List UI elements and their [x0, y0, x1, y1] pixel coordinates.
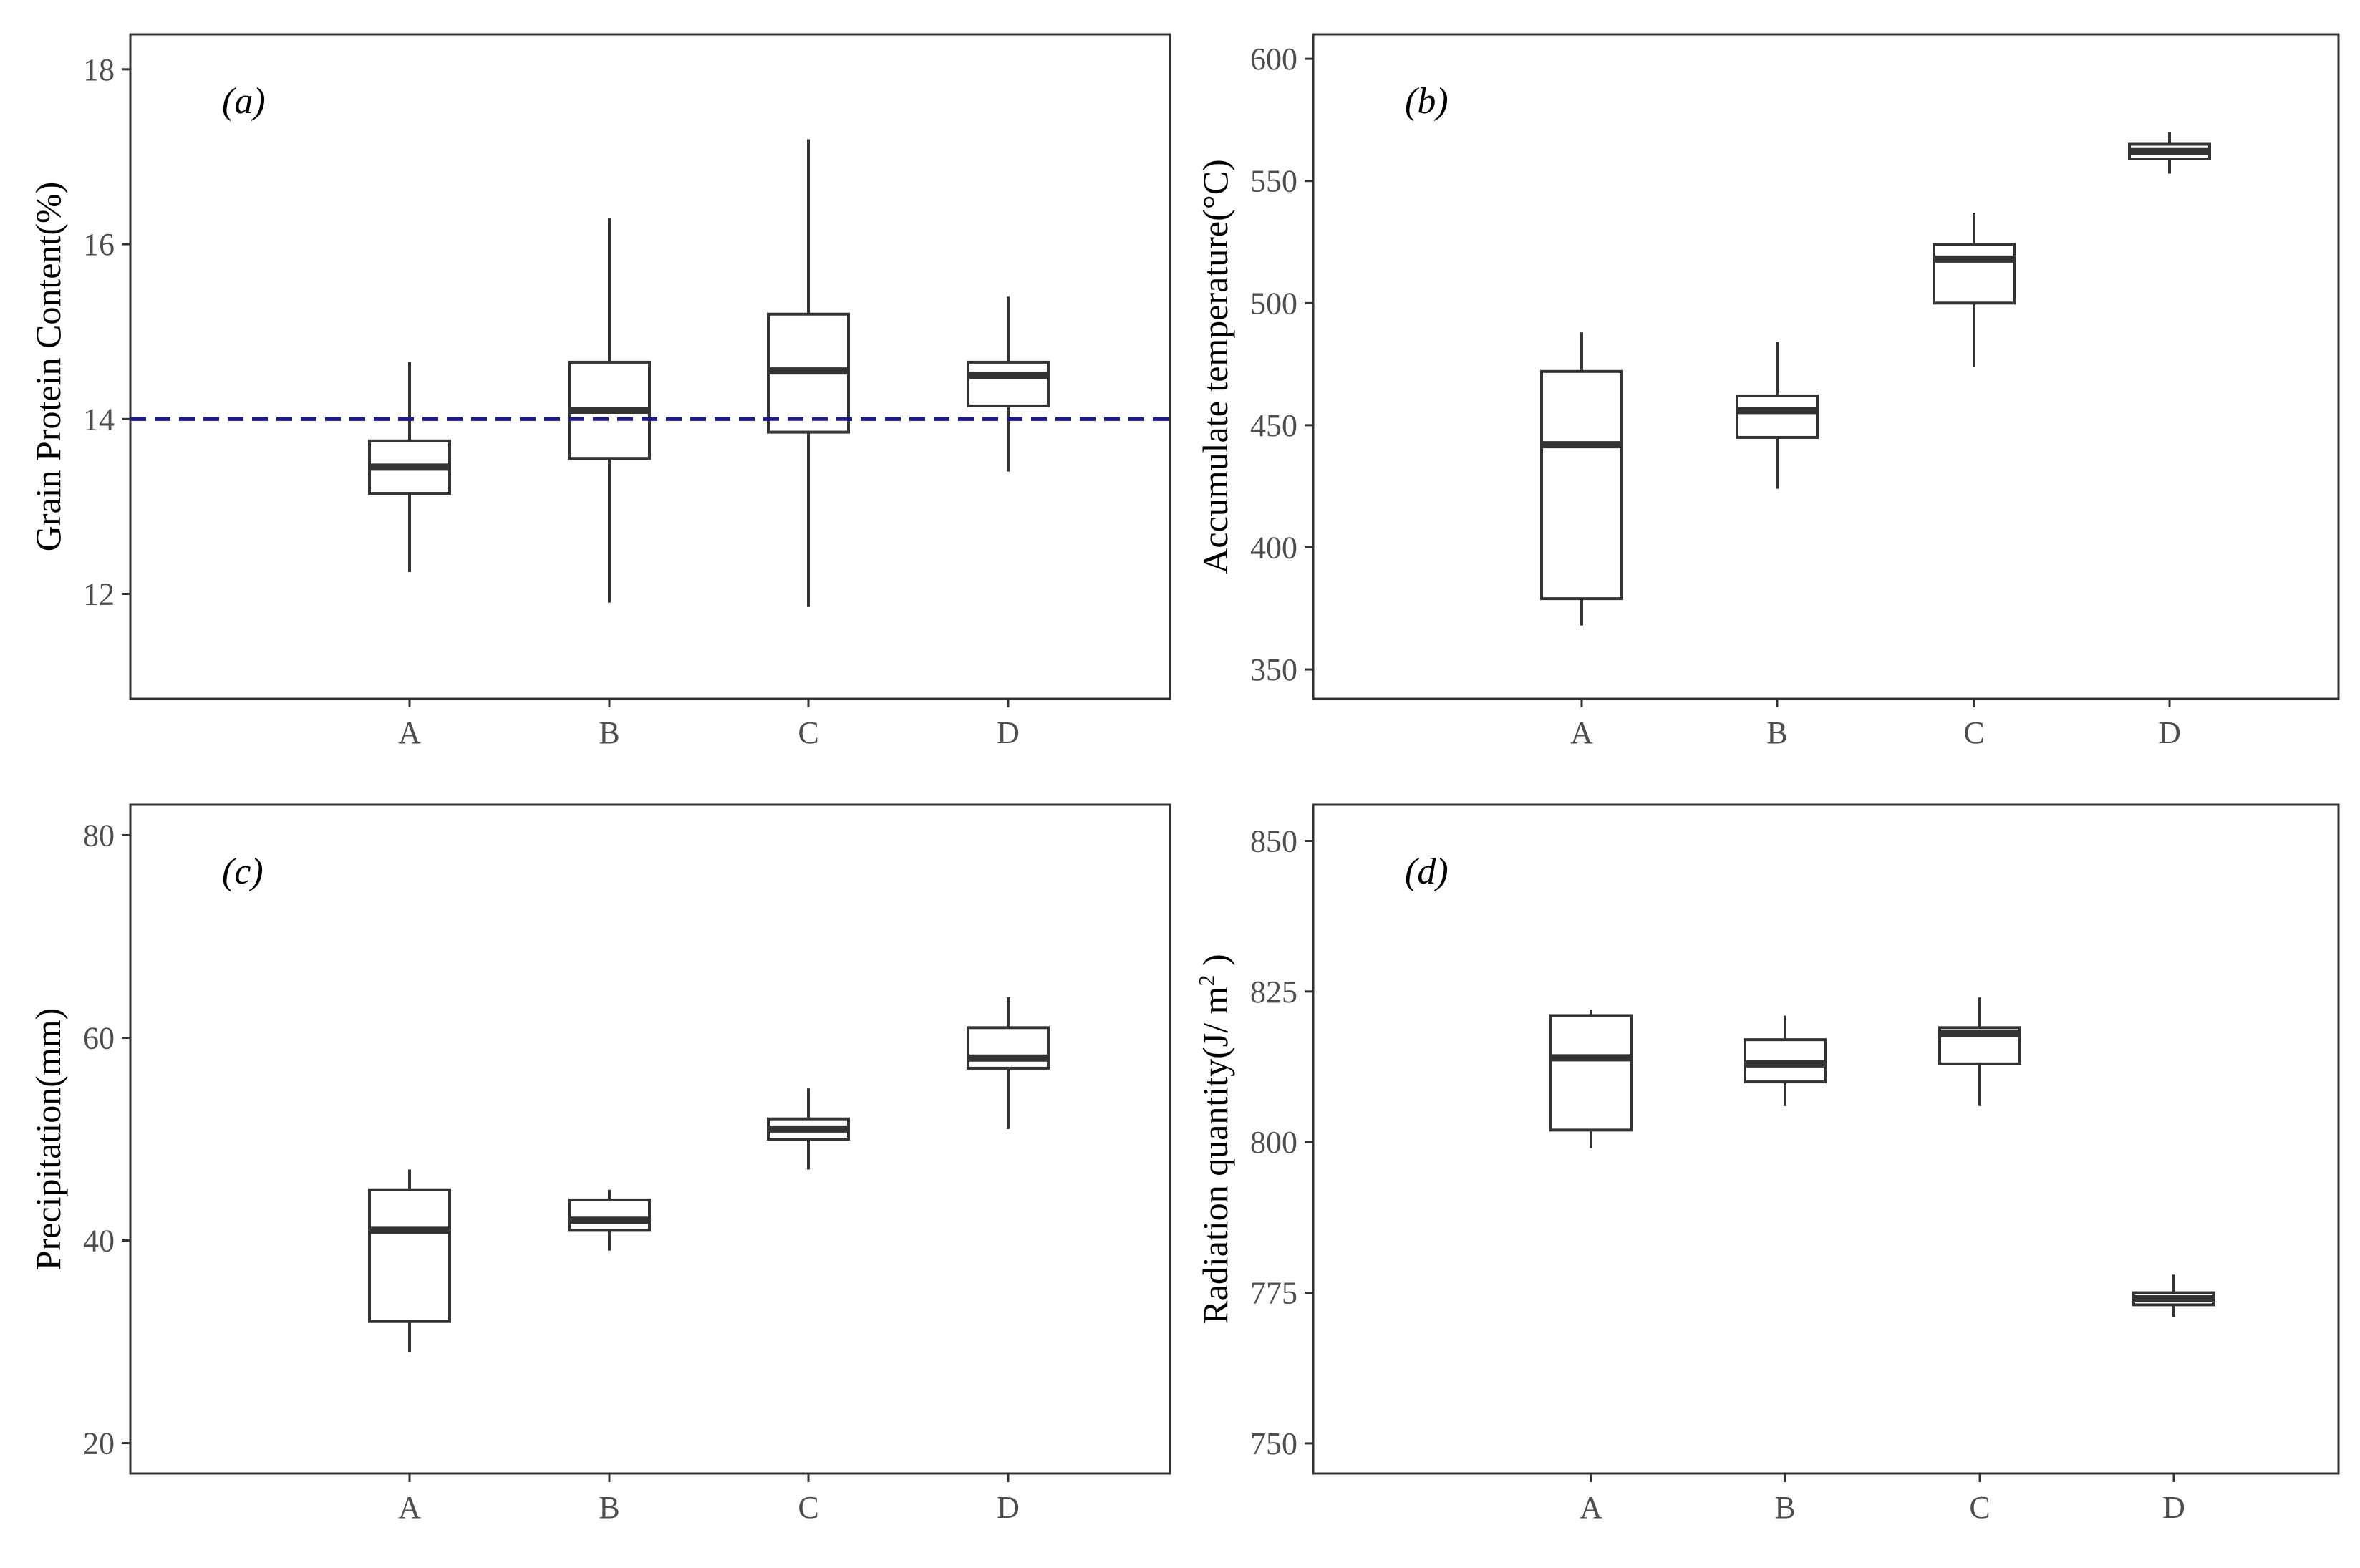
x-tick-label: A: [1580, 1490, 1602, 1525]
box-iqr: [1736, 394, 1819, 439]
y-tick-label: 40: [83, 1224, 115, 1259]
box-iqr: [967, 360, 1050, 407]
y-tick-label: 750: [1250, 1426, 1297, 1461]
box-iqr: [1933, 243, 2016, 305]
box-D: [2132, 1274, 2215, 1317]
box-D: [967, 296, 1050, 472]
x-tick-label: A: [398, 1490, 421, 1525]
panel-label: (d): [1405, 851, 1449, 892]
y-tick-label: 80: [83, 818, 115, 853]
y-tick-label: 12: [83, 576, 115, 611]
panel-b: 350 400 450 500 550 600 A B C D (b) Accumulate temp…: [1195, 33, 2340, 750]
box-C: [1933, 213, 2016, 367]
y-axis-title: Radiation quantity(J/ m2 ): [1194, 954, 1235, 1324]
box-B: [568, 1189, 651, 1251]
y-axis-title-text: Radiation quantity(J/ m: [1195, 986, 1235, 1324]
box-D: [967, 997, 1050, 1129]
x-tick-label: C: [1969, 1490, 1990, 1525]
y-axis-title: Precipitation(mm): [28, 1008, 68, 1271]
y-tick-label: 850: [1250, 823, 1297, 858]
x-tick-label: D: [2158, 715, 2181, 750]
y-tick-label: 16: [83, 227, 115, 262]
box-A: [1549, 1010, 1633, 1148]
y-tick-label: 550: [1250, 164, 1297, 199]
y-axis-title-suffix: ): [1195, 954, 1235, 974]
x-tick-label: A: [398, 715, 421, 750]
box-C: [1938, 997, 2021, 1106]
x-tick-label: B: [599, 715, 619, 750]
x-tick-label: C: [798, 1490, 818, 1525]
panel-label: (c): [222, 851, 263, 892]
box-iqr: [1540, 369, 1623, 601]
y-axis-title-text: Precipitation(mm): [28, 1008, 68, 1271]
y-tick-label: 775: [1250, 1276, 1297, 1311]
y-axis-title: Grain Protein Content(%): [28, 182, 68, 552]
y-tick-label: 825: [1250, 974, 1297, 1010]
y-tick-label: 800: [1250, 1125, 1297, 1160]
plot-frame: [1312, 33, 2340, 700]
y-tick-label: 400: [1250, 530, 1297, 565]
y-axis-title-text: Grain Protein Content(%): [28, 182, 68, 552]
x-tick-label: D: [2162, 1490, 2185, 1525]
y-tick-label: 500: [1250, 286, 1297, 321]
x-tick-label: B: [599, 1490, 619, 1525]
box-A: [1540, 332, 1623, 626]
box-B: [1744, 1015, 1827, 1106]
y-axis-title-superscript: 2: [1194, 974, 1219, 986]
x-tick-label: B: [1766, 715, 1787, 750]
panel-c: 20 40 60 80 A B C D (c) Precipitation(mm): [28, 803, 1171, 1525]
box-B: [1736, 342, 1819, 489]
y-tick-label: 350: [1250, 652, 1297, 687]
box-iqr: [368, 1188, 451, 1323]
y-axis-title: Accumulate temperature(°C): [1195, 159, 1235, 574]
box-iqr: [568, 1198, 651, 1232]
y-tick-label: 600: [1250, 42, 1297, 77]
x-tick-label: A: [1570, 715, 1593, 750]
box-A: [368, 362, 451, 572]
y-tick-label: 60: [83, 1020, 115, 1055]
x-tick-label: D: [997, 1490, 1020, 1525]
y-tick-label: 14: [83, 402, 115, 437]
y-tick-label: 20: [83, 1426, 115, 1461]
x-tick-label: D: [997, 715, 1020, 750]
box-A: [368, 1169, 451, 1352]
box-iqr: [1549, 1014, 1633, 1132]
panel-label: (a): [222, 81, 266, 122]
panel-label: (b): [1405, 81, 1449, 122]
x-tick-label: B: [1774, 1490, 1795, 1525]
panel-a: 12 14 16 18 A B C D (a) Grain Protein Content(%): [28, 33, 1171, 750]
plot-frame: [1312, 803, 2340, 1475]
y-tick-label: 450: [1250, 408, 1297, 443]
box-C: [767, 139, 850, 607]
box-C: [767, 1088, 850, 1170]
y-axis-title-text: Accumulate temperature(°C): [1195, 159, 1235, 574]
box-B: [568, 218, 651, 603]
panel-d: 750 775 800 825 850 A B C D (d) Radiation quantity…: [1194, 803, 2340, 1525]
x-tick-label: C: [798, 715, 818, 750]
plot-frame: [129, 803, 1171, 1475]
x-tick-label: C: [1963, 715, 1984, 750]
y-tick-label: 18: [83, 52, 115, 87]
box-iqr: [967, 1026, 1050, 1070]
box-D: [2128, 132, 2211, 174]
